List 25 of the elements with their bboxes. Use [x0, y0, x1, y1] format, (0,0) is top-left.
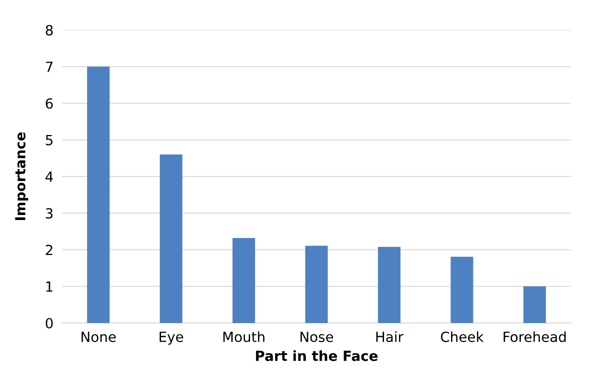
y-tick-label: 1 [46, 282, 52, 292]
y-tick-label: 2 [46, 244, 52, 256]
y-tick-label: 6 [46, 98, 53, 109]
bar [87, 66, 110, 323]
x-tick-label: Mouth [223, 331, 264, 342]
bar [378, 246, 400, 323]
x-axis-title: Part in the Face [256, 350, 378, 362]
bar [160, 154, 182, 323]
x-tick-label: Hair [376, 331, 404, 342]
x-tick-label: Eye [160, 332, 184, 345]
y-tick-label: 0 [46, 318, 53, 328]
bar [232, 238, 256, 323]
y-tick-label: 3 [46, 208, 53, 219]
x-tick-label: Nose [300, 332, 334, 342]
x-tick-label: Cheek [440, 331, 484, 342]
y-tick-label: 8 [46, 24, 53, 36]
y-axis-title: Importance [15, 132, 28, 220]
y-tick-label: 5 [46, 135, 52, 146]
bar [523, 286, 546, 323]
y-tick-label: 4 [46, 172, 53, 182]
bar [305, 246, 328, 323]
bar [450, 256, 474, 323]
x-tick-label: Forehead [504, 331, 566, 342]
x-tick-label: None [82, 332, 116, 342]
y-tick-label: 7 [46, 62, 52, 72]
